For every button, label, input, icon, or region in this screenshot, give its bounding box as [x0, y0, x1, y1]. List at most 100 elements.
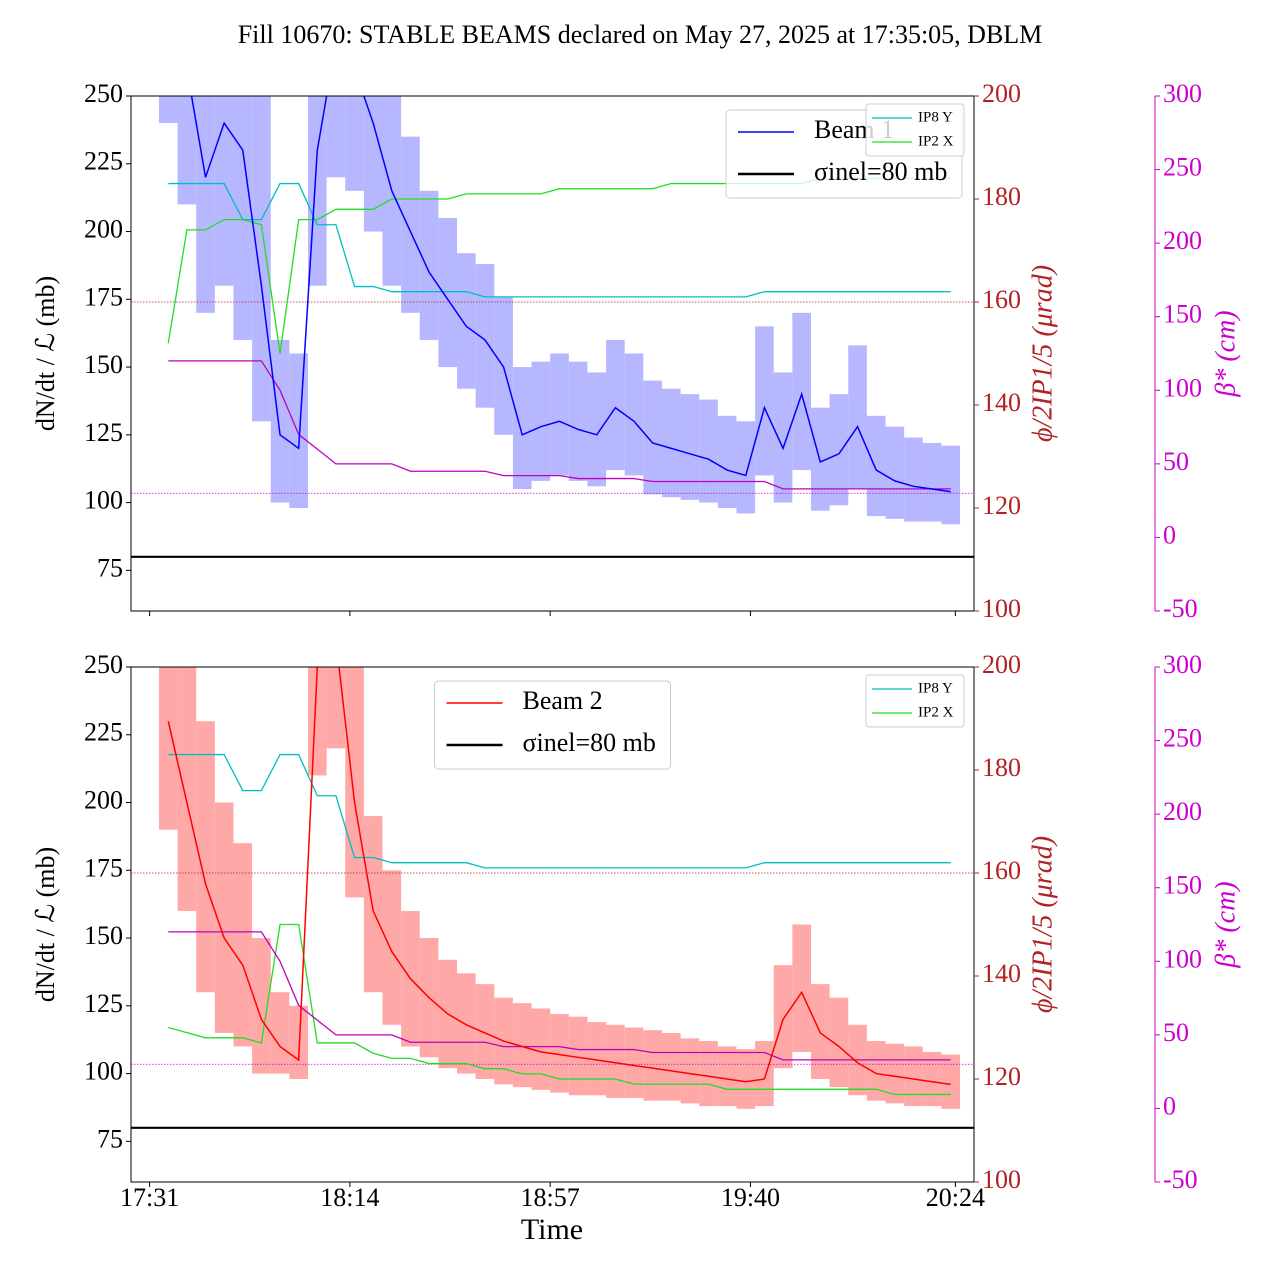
y-axis-label: dN/dt / ℒ (mb): [31, 276, 60, 431]
y2-tick-label: 120: [982, 491, 1021, 520]
band: [307, 667, 327, 776]
band: [680, 394, 700, 500]
y-tick-label: 150: [84, 350, 123, 379]
y3-tick-label: 250: [1163, 724, 1202, 753]
band: [773, 965, 793, 1069]
y2-tick-label: 140: [982, 959, 1021, 988]
band: [363, 96, 383, 232]
y3-tick-label: 200: [1163, 226, 1202, 255]
y2-tick-label: 200: [982, 79, 1021, 108]
y2-tick-label: 100: [982, 1165, 1021, 1194]
legend-label: IP2 X: [918, 133, 954, 149]
band: [587, 1022, 607, 1096]
band: [289, 1005, 308, 1079]
band: [214, 802, 234, 1033]
y2-axis-label: ϕ/2IP1/5 (μrad): [1027, 836, 1058, 1013]
band: [736, 421, 756, 514]
band: [233, 843, 253, 1047]
band: [233, 96, 253, 340]
x-tick-label: 18:57: [521, 1183, 580, 1212]
y3-tick-label: 50: [1163, 1018, 1189, 1047]
band: [214, 96, 234, 286]
band: [941, 1054, 961, 1109]
y3-tick-label: 250: [1163, 153, 1202, 182]
y2-tick-label: 160: [982, 285, 1021, 314]
y2-tick-label: 200: [982, 650, 1021, 679]
band: [289, 353, 308, 508]
band: [568, 1016, 588, 1096]
y3-tick-label: 0: [1163, 1091, 1176, 1120]
band: [717, 1046, 737, 1107]
band: [158, 667, 178, 830]
band: [270, 339, 290, 503]
band: [177, 96, 197, 205]
y-tick-label: 100: [84, 1057, 123, 1086]
band: [885, 1043, 905, 1104]
band: [587, 372, 607, 487]
band: [252, 96, 271, 422]
y3-axis-label: β* (cm): [1210, 881, 1241, 968]
band: [326, 96, 346, 178]
band: [755, 326, 774, 476]
band: [158, 96, 178, 124]
band: [680, 1038, 700, 1104]
legend-box: [865, 103, 965, 157]
band: [661, 1032, 681, 1101]
band: [624, 353, 644, 476]
band: [643, 380, 662, 495]
band: [177, 667, 197, 911]
band: [457, 973, 476, 1074]
band: [922, 442, 942, 522]
legend-label: IP8 Y: [918, 109, 953, 125]
y-tick-label: 100: [84, 486, 123, 515]
series-line: [168, 923, 951, 1096]
y3-tick-label: 300: [1163, 79, 1202, 108]
y-tick-label: 175: [84, 853, 123, 882]
band: [252, 938, 271, 1074]
y3-tick-label: 100: [1163, 944, 1202, 973]
band: [196, 96, 215, 313]
band: [755, 1041, 774, 1107]
band: [643, 1030, 662, 1101]
band: [885, 426, 905, 519]
band: [904, 437, 923, 522]
legend-box: [865, 674, 965, 728]
y-tick-label: 75: [97, 553, 123, 582]
plot-area: [131, 667, 974, 1129]
band: [699, 1041, 718, 1107]
y3-tick-label: 300: [1163, 650, 1202, 679]
band: [792, 924, 811, 1052]
band: [345, 667, 364, 898]
legend-label: IP8 Y: [918, 680, 953, 696]
series-line: [167, 667, 951, 1086]
y2-tick-label: 140: [982, 388, 1021, 417]
band: [717, 415, 737, 508]
legend-label: σinel=80 mb: [523, 728, 656, 757]
band: [941, 445, 961, 525]
band: [345, 96, 364, 191]
band: [699, 399, 718, 503]
band: [196, 721, 215, 993]
y3-tick-label: 100: [1163, 373, 1202, 402]
plot-area: [131, 96, 974, 558]
series-line: [168, 182, 951, 298]
y-tick-label: 150: [84, 921, 123, 950]
series-line: [168, 360, 951, 490]
series-line: [168, 931, 951, 1061]
y-axis-label: dN/dt / ℒ (mb): [31, 847, 60, 1002]
band: [382, 870, 402, 1025]
legend-label: Beam 2: [523, 686, 603, 715]
y-tick-label: 225: [84, 718, 123, 747]
band: [773, 372, 793, 503]
band: [270, 992, 290, 1074]
plot-frame: [130, 95, 975, 612]
band: [531, 1008, 551, 1090]
x-tick-label: 20:24: [926, 1183, 985, 1212]
y-tick-label: 225: [84, 147, 123, 176]
band: [829, 394, 849, 506]
x-tick-label: 18:14: [320, 1183, 379, 1212]
band: [624, 1027, 644, 1098]
band: [512, 1003, 532, 1088]
band: [419, 190, 439, 340]
band: [904, 1046, 923, 1107]
